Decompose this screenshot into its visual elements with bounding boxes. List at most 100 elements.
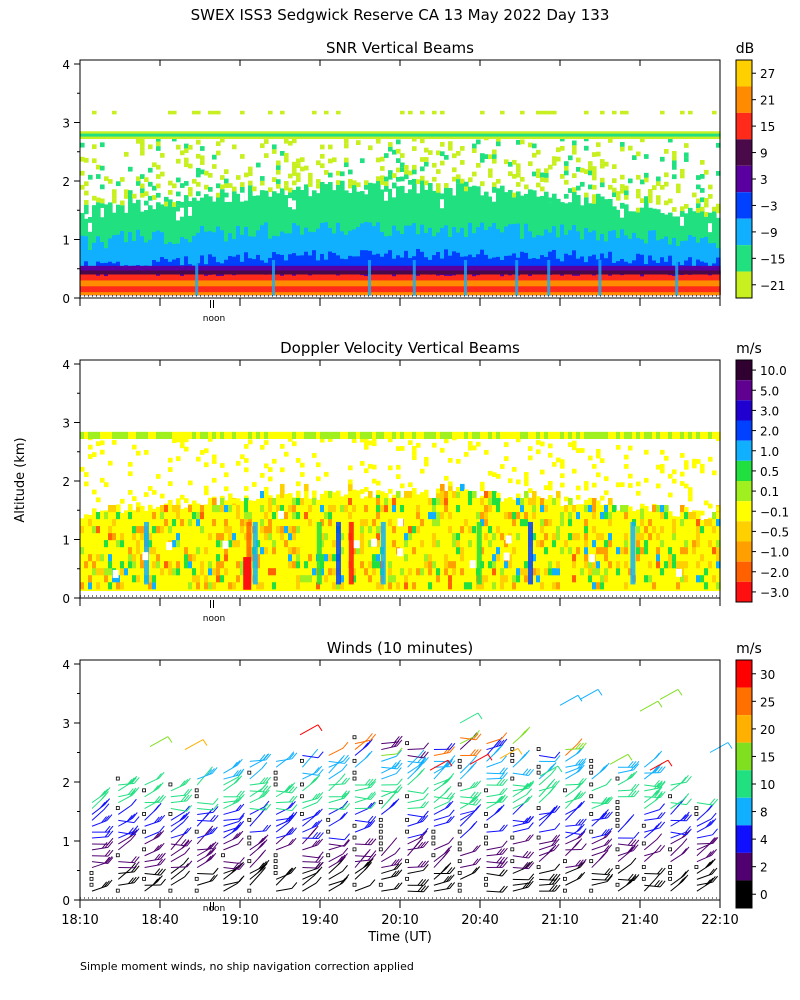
snr-band-cell xyxy=(180,133,185,137)
wind-calm-marker xyxy=(563,788,567,793)
doppler-cell xyxy=(452,540,457,548)
snr-cell xyxy=(296,270,301,275)
doppler-cell xyxy=(320,568,325,576)
doppler-cell xyxy=(208,497,213,591)
snr-cell xyxy=(140,292,145,296)
snr-cell xyxy=(432,162,437,168)
doppler-cell xyxy=(348,497,353,506)
wind-calm-marker xyxy=(405,829,410,834)
snr-cell xyxy=(136,270,141,275)
doppler-cell xyxy=(548,495,553,591)
snr-cell xyxy=(540,186,545,192)
snr-cell xyxy=(376,157,381,163)
snr-cell xyxy=(136,286,141,296)
wind-calm-marker xyxy=(247,841,252,846)
snr-cell xyxy=(604,270,609,275)
snr-cell xyxy=(668,292,673,296)
wind-barb xyxy=(91,787,111,804)
snr-band-cell xyxy=(636,133,641,137)
doppler-band-cell xyxy=(664,431,669,439)
doppler-cell xyxy=(660,568,665,576)
doppler-cell xyxy=(80,582,85,590)
wind-barb xyxy=(196,766,213,786)
snr-cell xyxy=(668,286,673,296)
snr-cell xyxy=(212,154,217,160)
snr-cell xyxy=(496,141,501,147)
snr-cell xyxy=(400,270,405,275)
snr-cell xyxy=(600,182,605,188)
snr-cell xyxy=(424,147,429,153)
wind-calm-marker xyxy=(457,871,462,875)
snr-cell xyxy=(592,270,597,275)
snr-cell xyxy=(100,292,105,296)
wind-barb xyxy=(617,831,640,839)
snr-cell xyxy=(492,182,497,188)
doppler-cell xyxy=(396,492,401,591)
snr-cell xyxy=(280,286,285,296)
snr-cell xyxy=(184,181,189,186)
doppler-cell xyxy=(108,554,113,562)
doppler-cell xyxy=(248,512,253,520)
snr-cell xyxy=(204,184,209,190)
doppler-band-cell xyxy=(480,431,485,439)
wind-barb xyxy=(433,809,455,821)
doppler-cell xyxy=(112,533,117,541)
doppler-cell xyxy=(368,540,373,548)
doppler-cell xyxy=(436,568,441,576)
snr-cell xyxy=(428,286,433,296)
snr-cell xyxy=(324,286,329,296)
snr-cell xyxy=(224,183,229,189)
snr-cell xyxy=(620,184,625,189)
snr-cell xyxy=(276,169,281,175)
snr-cell xyxy=(84,286,89,296)
doppler-cell xyxy=(176,504,181,513)
doppler-cell xyxy=(212,519,217,527)
snr-cell xyxy=(436,183,441,188)
doppler-band-cell xyxy=(520,431,525,439)
wind-barb xyxy=(512,822,534,833)
doppler-band-cell xyxy=(596,431,601,439)
doppler-cell xyxy=(200,561,205,569)
snr-cell xyxy=(308,286,313,296)
doppler-cell xyxy=(272,497,277,506)
snr-cell xyxy=(332,157,337,163)
snr-cell xyxy=(148,286,153,296)
doppler-cell xyxy=(96,554,101,562)
colorbar-swatch xyxy=(736,271,752,298)
snr-cell xyxy=(436,292,441,296)
snr-band-cell xyxy=(172,133,177,137)
doppler-cell xyxy=(188,561,193,569)
snr-cell xyxy=(532,286,537,296)
snr-cell xyxy=(604,286,609,296)
doppler-cell xyxy=(588,497,593,591)
snr-cell xyxy=(276,165,281,170)
doppler-cell xyxy=(220,533,225,541)
doppler-cell xyxy=(580,568,585,576)
doppler-cell xyxy=(80,547,85,555)
doppler-cell xyxy=(84,514,89,591)
snr-cell xyxy=(464,181,469,187)
doppler-cell xyxy=(524,561,529,569)
doppler-cell xyxy=(660,512,665,520)
wind-calm-marker xyxy=(668,794,672,799)
wind-barb xyxy=(328,777,351,786)
wind-barb xyxy=(460,798,482,806)
snr-cell xyxy=(388,146,393,152)
doppler-cell xyxy=(292,547,297,555)
wind-calm-marker xyxy=(352,823,357,828)
snr-band-cell xyxy=(376,133,381,137)
doppler-cell xyxy=(172,508,177,591)
snr-band-cell xyxy=(432,133,437,137)
doppler-cell xyxy=(216,568,221,576)
doppler-cell xyxy=(284,526,289,534)
wind-barb xyxy=(144,830,165,845)
snr-band-cell xyxy=(708,133,713,137)
doppler-cell xyxy=(540,504,545,513)
snr-cell xyxy=(172,270,177,275)
doppler-band-cell xyxy=(552,431,557,439)
doppler-cell xyxy=(560,512,565,520)
snr-cell xyxy=(100,184,105,190)
wind-calm-marker xyxy=(510,747,515,751)
y-tick-label: 1 xyxy=(62,835,70,849)
snr-cell xyxy=(176,158,181,164)
